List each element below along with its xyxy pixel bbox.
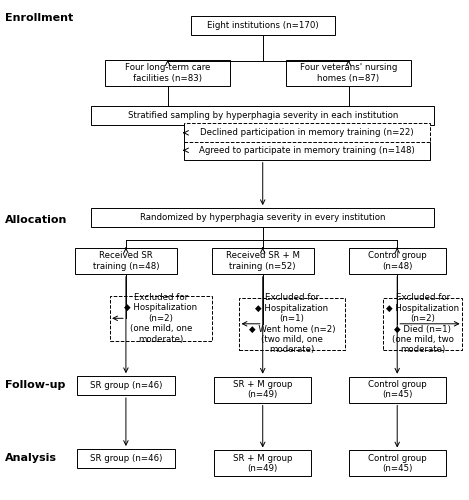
FancyBboxPatch shape (184, 124, 430, 142)
Text: Analysis: Analysis (5, 454, 57, 464)
Text: Received SR + M
training (n=52): Received SR + M training (n=52) (226, 252, 300, 270)
FancyBboxPatch shape (77, 376, 174, 395)
Text: Received SR
training (n=48): Received SR training (n=48) (93, 252, 159, 270)
Text: Allocation: Allocation (5, 215, 68, 225)
FancyBboxPatch shape (383, 298, 462, 350)
Text: Control group
(n=45): Control group (n=45) (368, 454, 427, 473)
Text: Randomized by hyperphagia severity in every institution: Randomized by hyperphagia severity in ev… (140, 213, 386, 222)
Text: Excluded for
◆ Hospitalization
(n=1)
◆ Went home (n=2)
(two mild, one
moderate): Excluded for ◆ Hospitalization (n=1) ◆ W… (249, 294, 335, 354)
Text: Declined participation in memory training (n=22): Declined participation in memory trainin… (200, 128, 414, 138)
Text: Control group
(n=48): Control group (n=48) (368, 252, 427, 270)
FancyBboxPatch shape (105, 60, 230, 86)
Text: SR + M group
(n=49): SR + M group (n=49) (233, 380, 293, 400)
FancyBboxPatch shape (214, 376, 311, 402)
Text: Excluded for
◆ Hospitalization
(n=2)
◆ Died (n=1)
(one mild, two
moderate): Excluded for ◆ Hospitalization (n=2) ◆ D… (386, 294, 459, 354)
FancyBboxPatch shape (191, 16, 334, 35)
FancyBboxPatch shape (184, 141, 430, 160)
FancyBboxPatch shape (91, 208, 434, 227)
Text: Four long-term care
facilities (n=83): Four long-term care facilities (n=83) (125, 64, 210, 82)
FancyBboxPatch shape (77, 449, 174, 468)
FancyBboxPatch shape (75, 248, 177, 274)
Text: Agreed to participate in memory training (n=148): Agreed to participate in memory training… (199, 146, 415, 155)
FancyBboxPatch shape (110, 296, 212, 341)
Text: SR group (n=46): SR group (n=46) (90, 381, 162, 390)
FancyBboxPatch shape (286, 60, 411, 86)
Text: Eight institutions (n=170): Eight institutions (n=170) (207, 21, 318, 30)
Text: SR group (n=46): SR group (n=46) (90, 454, 162, 463)
FancyBboxPatch shape (239, 298, 345, 350)
FancyBboxPatch shape (348, 376, 446, 402)
Text: SR + M group
(n=49): SR + M group (n=49) (233, 454, 293, 473)
Text: Enrollment: Enrollment (5, 13, 74, 23)
Text: Control group
(n=45): Control group (n=45) (368, 380, 427, 400)
Text: Excluded for
◆ Hospitalization
(n=2)
(one mild, one
moderate): Excluded for ◆ Hospitalization (n=2) (on… (124, 293, 197, 344)
FancyBboxPatch shape (214, 450, 311, 476)
FancyBboxPatch shape (348, 450, 446, 476)
FancyBboxPatch shape (212, 248, 314, 274)
FancyBboxPatch shape (91, 106, 434, 125)
Text: Four veterans' nursing
homes (n=87): Four veterans' nursing homes (n=87) (300, 64, 397, 82)
FancyBboxPatch shape (348, 248, 446, 274)
Text: Stratified sampling by hyperphagia severity in each institution: Stratified sampling by hyperphagia sever… (128, 111, 398, 120)
Text: Follow-up: Follow-up (5, 380, 66, 390)
